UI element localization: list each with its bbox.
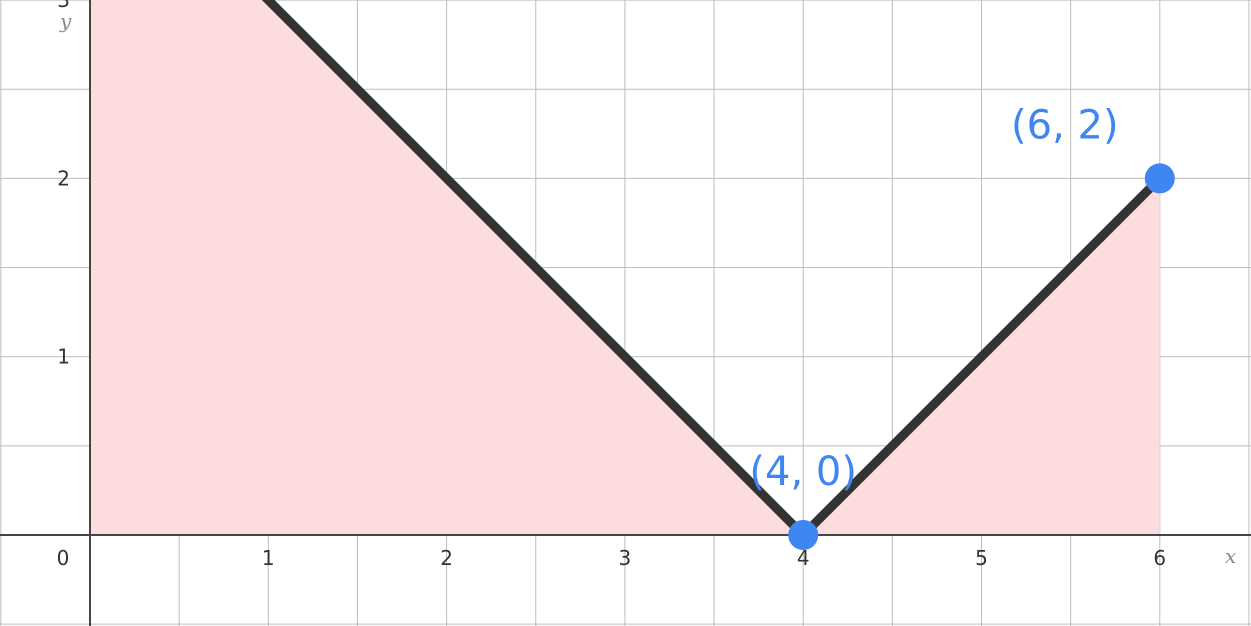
x-tick-label: 6 [1153,546,1166,570]
x-tick-label: 1 [262,546,275,570]
data-points-layer [788,163,1175,550]
y-tick-label: 1 [57,345,70,369]
shaded-area-layer [90,0,1160,535]
data-point-label: (6, 2) [1011,102,1119,148]
data-point-label: (4, 0) [749,449,857,495]
y-axis-label: y [59,9,72,33]
x-tick-label: 3 [619,546,632,570]
x-tick-label: 4 [797,546,810,570]
y-tick-label: 3 [57,0,70,12]
x-axis-label: x [1225,544,1236,568]
x-tick-label: 0 [57,546,70,570]
line-segment [798,173,1165,540]
x-tick-label: 5 [975,546,988,570]
data-point [788,520,819,550]
shaded-area [90,0,1160,535]
labels-layer: (0, 4)(4, 0)(6, 2) [749,102,1119,495]
data-point [1144,163,1175,194]
line-segment [261,0,808,540]
line-series-layer [261,0,1165,540]
y-tick-label: 2 [57,166,70,190]
x-tick-label: 2 [440,546,453,570]
